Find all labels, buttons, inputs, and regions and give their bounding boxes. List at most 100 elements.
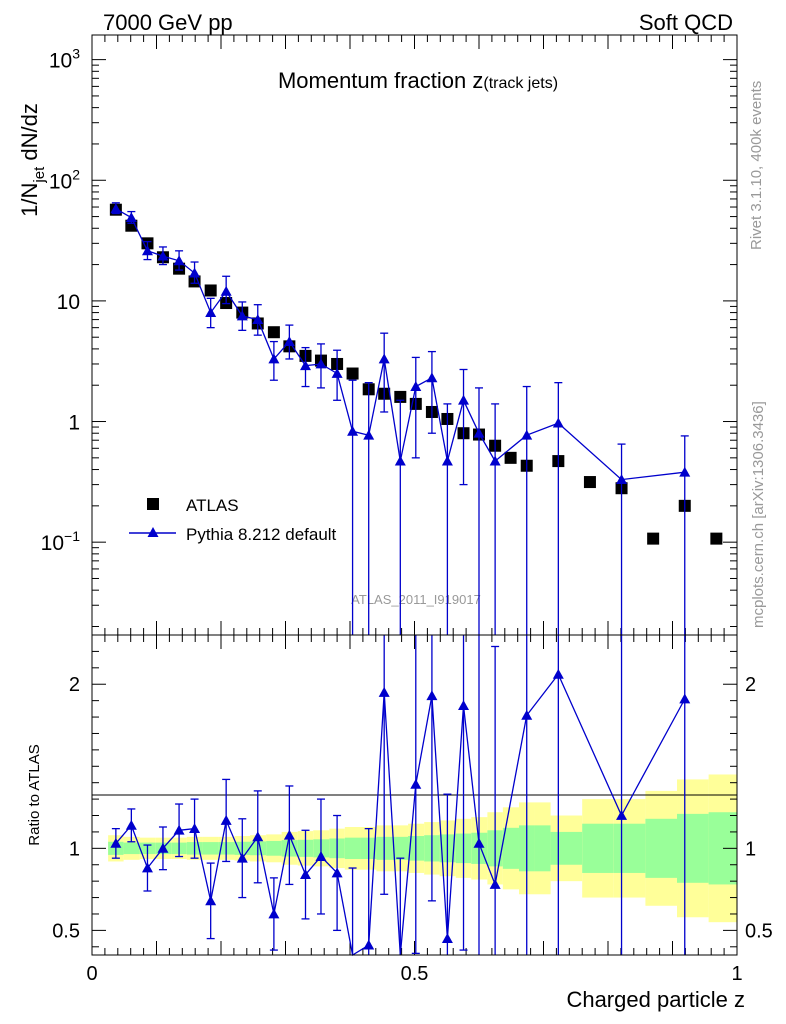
ratio-point — [189, 823, 201, 834]
analysis-watermark: ATLAS_2011_I919017 — [351, 592, 481, 607]
pythia-point — [173, 255, 185, 266]
atlas-point — [267, 326, 280, 339]
ratio-band-stat — [645, 818, 678, 878]
pythia-point — [283, 336, 295, 346]
ratio-point — [252, 831, 264, 842]
ratio-band-stat — [550, 831, 583, 865]
ratio-frame — [91, 634, 738, 956]
main-ylabel-sub: jet — [31, 166, 48, 184]
pythia-point — [426, 372, 438, 383]
main-ytick-base: 10 — [57, 291, 80, 314]
ratio-band-stat — [392, 836, 409, 860]
pythia-point — [347, 425, 359, 436]
ratio-point — [125, 819, 137, 830]
atlas-point — [583, 476, 596, 489]
main-ytick-base: 10 — [49, 170, 72, 193]
ratio-xtick-label: 0.5 — [401, 963, 429, 985]
pythia-point — [552, 417, 564, 428]
ratio-point — [110, 837, 122, 848]
pythia-point — [220, 285, 232, 296]
main-ytick-label: 1 — [68, 412, 80, 435]
main-ytick-label: 102 — [49, 166, 80, 193]
ratio-point — [331, 867, 343, 878]
pythia-point — [189, 267, 201, 278]
pythia-point — [268, 353, 280, 364]
pythia-point — [441, 455, 453, 466]
ratio-point — [378, 686, 390, 697]
ratio-band-stat — [613, 823, 646, 873]
ratio-point — [157, 842, 169, 853]
main-ytick-exp: 3 — [72, 46, 80, 62]
main-ytick-label: 10 — [57, 291, 80, 314]
ratio-point — [220, 814, 232, 825]
atlas-point — [710, 532, 723, 545]
pythia-point — [315, 358, 327, 369]
legend-atlas-marker — [147, 498, 159, 510]
chart-title-main: Momentum fraction z — [278, 68, 483, 93]
ratio-ytick-label-right: 2 — [745, 674, 756, 696]
main-ytick-base: 1 — [68, 412, 80, 435]
atlas-point — [504, 451, 517, 464]
main-ylabel-tail: dN/dz — [17, 103, 42, 167]
ratio-ytick-label-left: 2 — [69, 674, 80, 696]
main-ytick-label: 10−1 — [41, 528, 81, 555]
pythia-point — [679, 466, 691, 477]
main-ytick-base: 10 — [41, 532, 64, 555]
xaxis-label: Charged particle z — [566, 987, 745, 1012]
ratio-band-stat — [582, 823, 614, 873]
atlas-point — [647, 532, 660, 545]
atlas-point — [204, 284, 217, 297]
ratio-point — [173, 824, 185, 835]
ratio-point — [205, 895, 217, 906]
ratio-band-stat — [677, 813, 709, 883]
ratio-ytick-label-left: 1 — [69, 838, 80, 860]
ratio-point — [268, 908, 280, 919]
chart-title: Momentum fraction z(track jets) — [278, 68, 558, 93]
ratio-point — [521, 709, 533, 720]
main-ytick-base: 10 — [49, 50, 72, 73]
pythia-point — [125, 212, 137, 223]
ratio-point — [473, 837, 485, 848]
ratio-band-stat — [502, 827, 519, 869]
ratio-point — [236, 852, 248, 863]
header-right: Soft QCD — [639, 10, 733, 35]
ratio-point — [283, 829, 295, 840]
pythia-point — [205, 307, 217, 317]
ratio-point — [489, 878, 501, 889]
pythia-point — [110, 203, 122, 214]
main-ytick-label: 103 — [49, 46, 80, 73]
pythia-point — [252, 314, 264, 324]
ratio-xtick-label: 0 — [86, 963, 97, 985]
pythia-point — [378, 353, 390, 364]
main-ytick-exp: −1 — [64, 528, 80, 544]
ratio-point — [410, 778, 422, 789]
ratio-point — [441, 933, 453, 943]
ratio-point — [458, 700, 470, 710]
ratio-point — [426, 690, 438, 701]
pythia-point — [141, 245, 153, 256]
pythia-point — [410, 381, 422, 391]
pythia-point — [473, 427, 485, 438]
ratio-band-stat — [123, 842, 140, 855]
ratio-ylabel: Ratio to ATLAS — [26, 744, 43, 845]
main-ylabel-main: 1/N — [17, 183, 42, 217]
ratio-band-stat — [534, 825, 551, 872]
ratio-panel: 0 0.5 10.5 0.51 12 2 Ratio to ATLAS Charged p… — [26, 634, 773, 1012]
legend-atlas-label: ATLAS — [186, 496, 239, 515]
main-ytick-exp: 2 — [72, 166, 80, 182]
pythia-point — [363, 429, 375, 440]
ratio-band-stat — [344, 837, 361, 859]
header-left: 7000 GeV pp — [103, 10, 233, 35]
pythia-point — [299, 360, 311, 371]
ratio-point — [315, 851, 327, 861]
ratio-point — [363, 939, 375, 950]
pythia-point — [157, 250, 169, 261]
ratio-point — [679, 693, 691, 704]
pythia-point — [331, 368, 343, 378]
main-panel: Momentum fraction z(track jets) ATLAS_20… — [17, 34, 738, 636]
ratio-xtick-label: 1 — [731, 963, 742, 985]
pythia-point — [521, 429, 533, 440]
pythia-point — [236, 310, 248, 321]
legend-pythia-label: Pythia 8.212 default — [186, 525, 337, 544]
